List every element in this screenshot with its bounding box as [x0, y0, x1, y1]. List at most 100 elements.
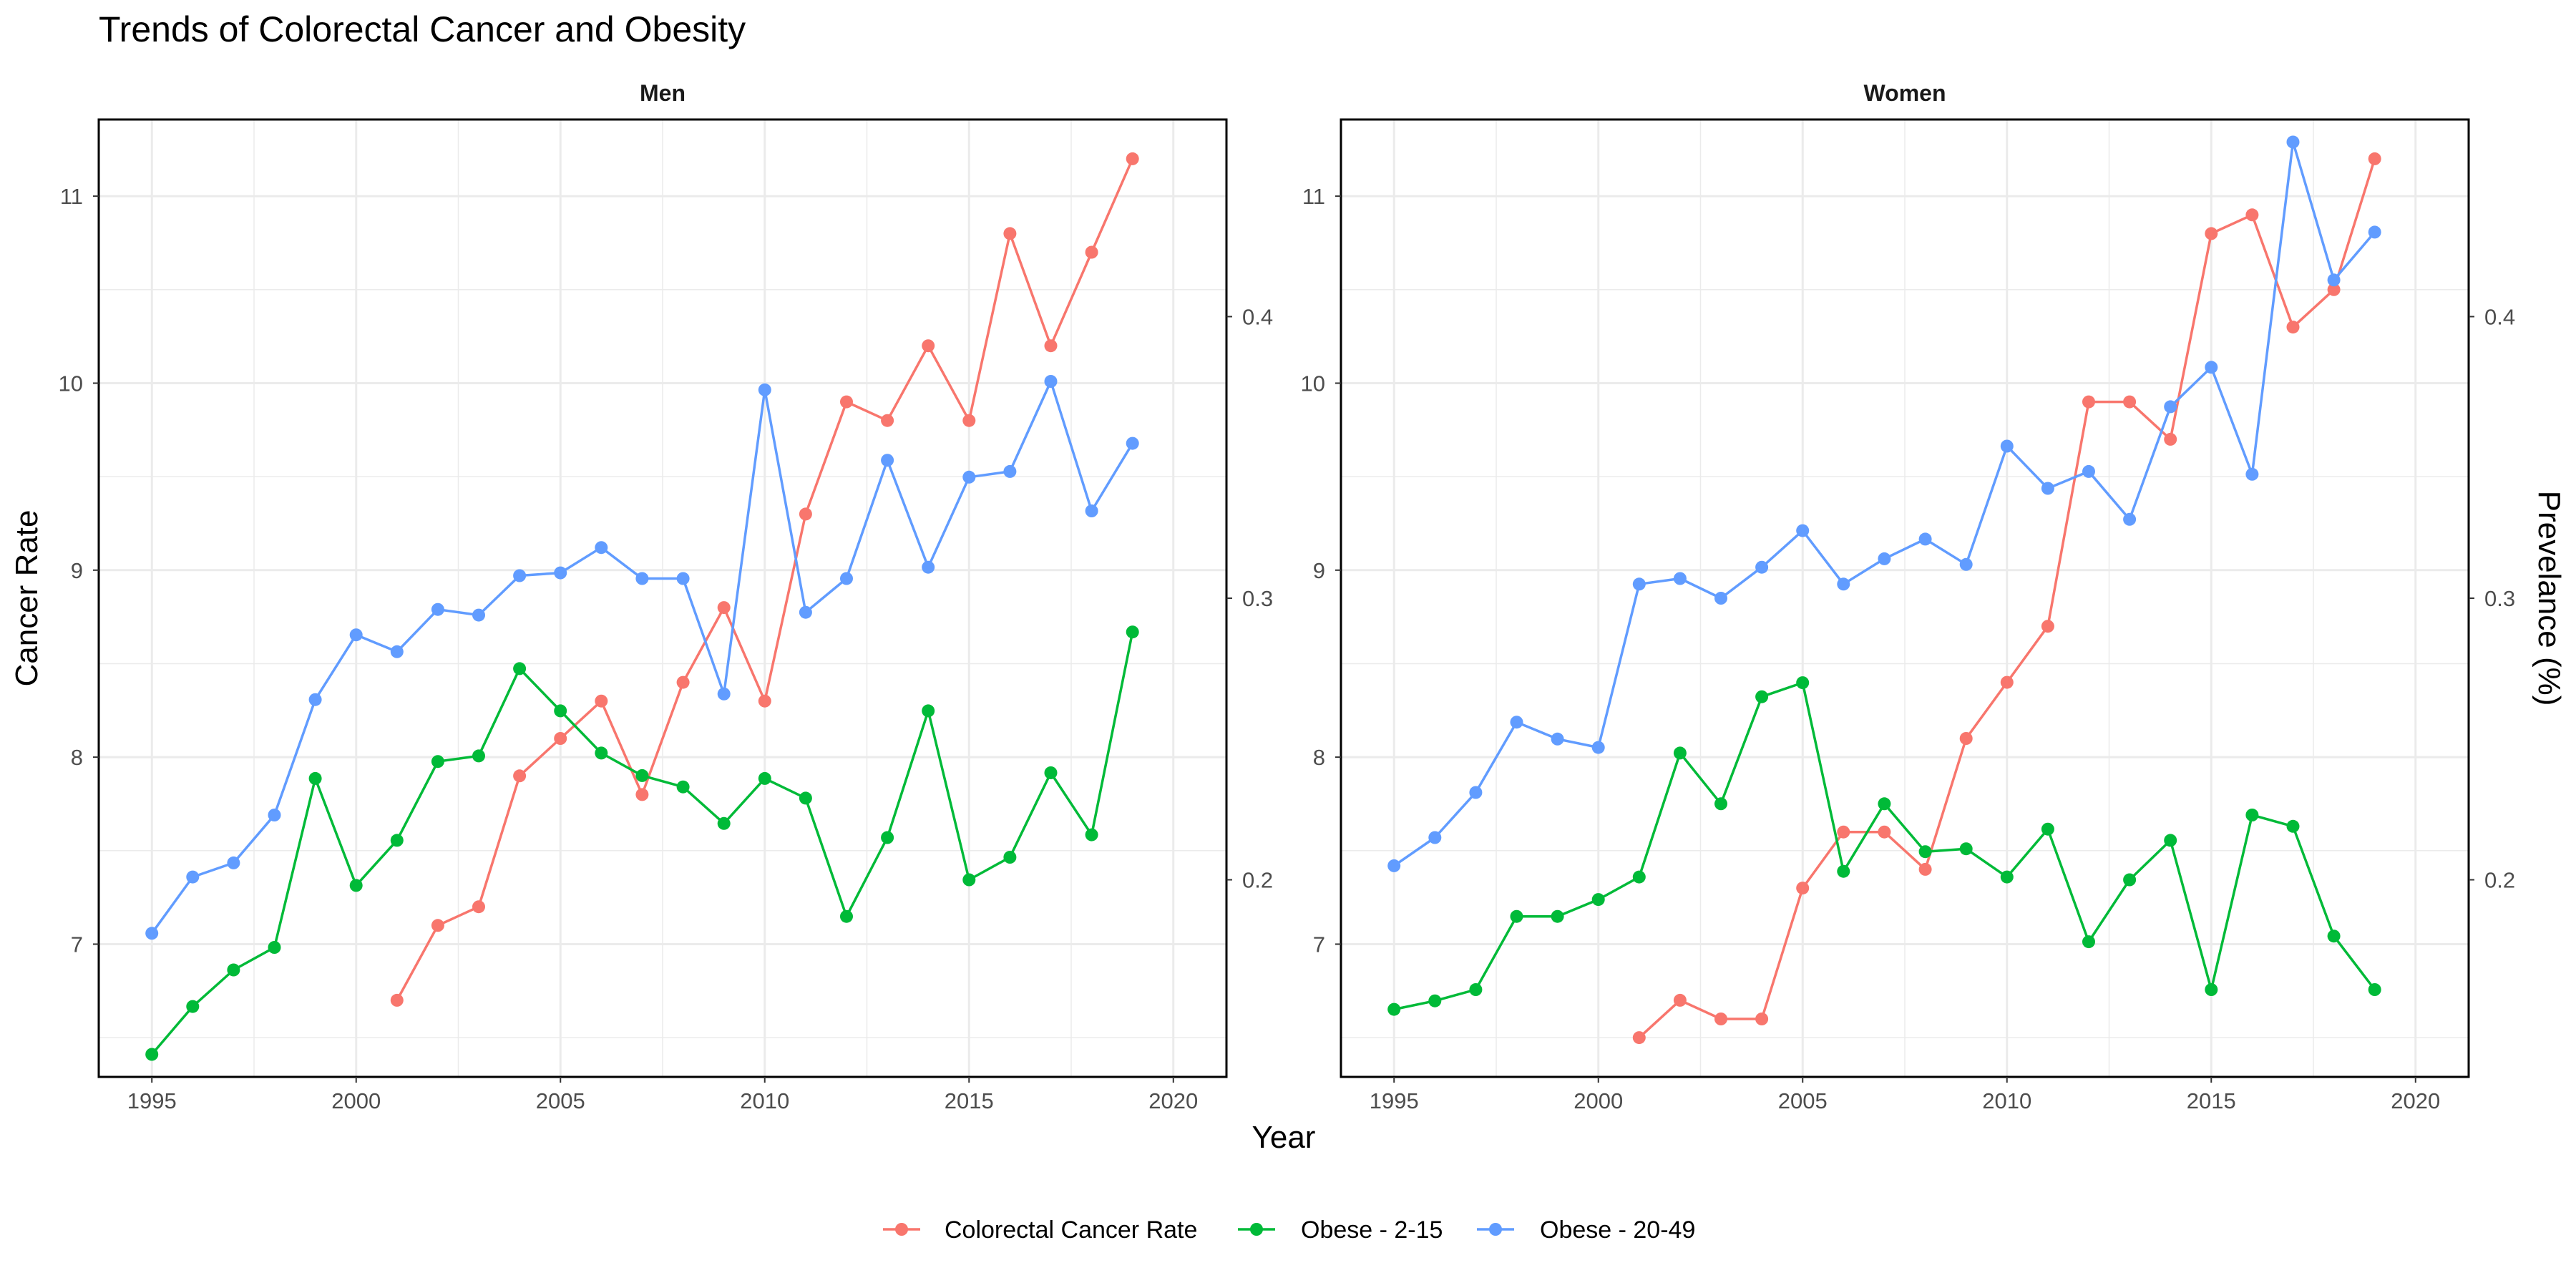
data-point-obese_2_15 [1632, 870, 1646, 884]
data-point-obese_2_15 [2123, 873, 2137, 887]
x-ticks-women: 1995 2000 2005 2010 2015 2020 [1370, 1077, 2440, 1113]
data-point-obese_20_49 [390, 645, 404, 658]
y-tick-label: 11 [1302, 184, 1325, 209]
legend-item-cancer: Colorectal Cancer Rate [883, 1216, 1197, 1244]
y-right-tick-label: 0.4 [2484, 304, 2515, 329]
data-point-cancer [1796, 882, 1810, 895]
data-point-obese_2_15 [2245, 809, 2259, 821]
data-point-obese_2_15 [1878, 797, 1891, 811]
data-point-obese_2_15 [1003, 851, 1017, 864]
data-point-cancer [2327, 283, 2341, 296]
series-layer-women [1387, 135, 2381, 1045]
y-ticks-men: 7 8 9 10 11 [59, 184, 99, 957]
x-tick-label: 2005 [1778, 1088, 1828, 1113]
data-point-cancer [513, 769, 527, 783]
data-point-obese_2_15 [390, 834, 404, 847]
data-point-obese_2_15 [1387, 1002, 1401, 1016]
y-right-tick-label: 0.2 [2484, 868, 2515, 893]
data-point-cancer [799, 507, 812, 521]
data-point-cancer [554, 732, 567, 745]
data-point-obese_2_15 [2041, 822, 2054, 836]
data-point-obese_2_15 [145, 1048, 159, 1061]
legend-label-obese-2-15: Obese - 2-15 [1301, 1216, 1443, 1244]
data-point-obese_2_15 [1591, 893, 1605, 907]
x-axis-label: Year [1252, 1120, 1316, 1155]
y-tick-label: 7 [71, 932, 83, 957]
data-point-obese_20_49 [962, 470, 976, 484]
y-ticks-right-men: 0.2 0.3 0.4 [1226, 304, 1273, 893]
data-point-obese_20_49 [676, 572, 690, 585]
data-point-obese_2_15 [1126, 625, 1139, 639]
data-point-obese_2_15 [717, 816, 731, 830]
data-point-obese_20_49 [717, 687, 731, 701]
data-point-obese_20_49 [2041, 482, 2054, 495]
data-point-obese_20_49 [472, 608, 485, 622]
data-point-obese_20_49 [431, 602, 444, 616]
data-point-cancer [595, 694, 608, 708]
y-axis-label-left: Cancer Rate [9, 509, 44, 686]
data-point-obese_20_49 [554, 566, 567, 580]
data-point-cancer [2205, 227, 2218, 240]
data-point-obese_20_49 [2123, 512, 2137, 526]
legend: Colorectal Cancer Rate Obese - 2-15 Obes… [883, 1216, 1695, 1244]
data-point-obese_2_15 [1918, 845, 1932, 859]
x-tick-label: 2010 [740, 1088, 789, 1113]
data-point-obese_20_49 [799, 605, 812, 619]
data-point-obese_20_49 [1085, 504, 1098, 517]
data-point-obese_20_49 [1918, 532, 1932, 546]
data-point-cancer [1126, 152, 1139, 165]
data-point-cancer [1632, 1031, 1646, 1045]
legend-marker-obese-2-15 [1250, 1223, 1263, 1236]
x-tick-label: 2010 [1982, 1088, 2031, 1113]
data-point-obese_2_15 [1714, 797, 1727, 811]
y-right-tick-label: 0.3 [1242, 586, 1273, 611]
y-tick-label: 8 [1313, 745, 1325, 770]
data-point-obese_2_15 [554, 704, 567, 718]
data-point-cancer [2245, 208, 2259, 222]
data-point-obese_20_49 [1003, 464, 1017, 478]
data-point-obese_2_15 [1510, 909, 1523, 923]
data-point-obese_2_15 [472, 749, 485, 763]
data-point-obese_2_15 [2000, 870, 2014, 884]
data-point-obese_20_49 [308, 693, 322, 706]
data-point-cancer [635, 788, 649, 801]
data-point-obese_20_49 [1796, 524, 1810, 537]
panel-men: Men 1995 2000 2005 2010 2015 2020 7 8 9 10 11 0.2… [59, 80, 1274, 1113]
x-tick-label: 2020 [2391, 1088, 2440, 1113]
data-point-obese_2_15 [962, 873, 976, 887]
x-tick-label: 2000 [1574, 1088, 1623, 1113]
data-point-obese_2_15 [1044, 766, 1058, 779]
data-point-obese_2_15 [595, 746, 608, 760]
data-point-obese_2_15 [227, 963, 240, 977]
data-point-cancer [390, 993, 404, 1007]
data-point-obese_20_49 [1387, 859, 1401, 872]
x-tick-label: 2005 [536, 1088, 585, 1113]
data-point-obese_2_15 [676, 780, 690, 794]
data-point-cancer [2123, 395, 2137, 409]
y-tick-label: 8 [71, 745, 83, 770]
data-point-cancer [1959, 732, 1973, 745]
data-point-cancer [840, 395, 853, 409]
data-point-obese_20_49 [2327, 273, 2341, 287]
y-right-tick-label: 0.4 [1242, 304, 1273, 329]
data-point-obese_20_49 [349, 628, 363, 642]
x-tick-label: 2000 [331, 1088, 381, 1113]
data-point-obese_20_49 [922, 560, 935, 574]
data-point-obese_20_49 [1714, 592, 1727, 605]
y-right-tick-label: 0.3 [2484, 586, 2515, 611]
data-point-obese_2_15 [308, 771, 322, 785]
data-point-obese_20_49 [1837, 577, 1850, 591]
data-point-cancer [2041, 620, 2054, 633]
chart-title: Trends of Colorectal Cancer and Obesity [99, 9, 746, 49]
data-point-obese_20_49 [1126, 436, 1139, 450]
data-point-obese_2_15 [268, 941, 281, 954]
data-point-obese_2_15 [431, 755, 444, 769]
data-point-obese_20_49 [513, 569, 527, 582]
data-point-obese_2_15 [1755, 690, 1769, 703]
data-point-obese_20_49 [758, 383, 771, 396]
data-point-obese_20_49 [2205, 361, 2218, 374]
data-point-obese_2_15 [2082, 935, 2095, 949]
data-point-cancer [1673, 993, 1687, 1007]
data-point-cancer [472, 900, 485, 914]
y-tick-label: 9 [1313, 558, 1325, 583]
